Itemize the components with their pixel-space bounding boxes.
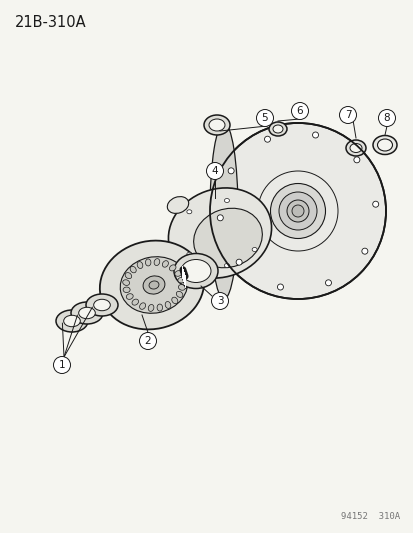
Ellipse shape (278, 192, 316, 230)
Text: 8: 8 (383, 113, 389, 123)
Ellipse shape (132, 299, 138, 305)
Ellipse shape (173, 254, 218, 288)
Circle shape (139, 333, 156, 350)
Ellipse shape (349, 143, 361, 152)
Circle shape (53, 357, 70, 374)
Circle shape (377, 109, 394, 126)
Ellipse shape (325, 280, 331, 286)
Ellipse shape (252, 247, 256, 252)
Ellipse shape (209, 123, 385, 299)
Ellipse shape (377, 139, 392, 151)
Ellipse shape (228, 168, 234, 174)
Ellipse shape (139, 303, 145, 309)
Ellipse shape (291, 205, 303, 217)
Text: 94152  310A: 94152 310A (340, 512, 399, 521)
Ellipse shape (130, 266, 136, 273)
Ellipse shape (217, 215, 223, 221)
Ellipse shape (71, 302, 103, 324)
Text: 4: 4 (211, 166, 218, 176)
Ellipse shape (157, 304, 162, 311)
Ellipse shape (270, 183, 325, 238)
Circle shape (291, 102, 308, 119)
Ellipse shape (312, 132, 318, 138)
Ellipse shape (178, 285, 185, 290)
Ellipse shape (126, 294, 133, 300)
Ellipse shape (78, 308, 95, 319)
Text: 6: 6 (296, 106, 303, 116)
Ellipse shape (162, 261, 168, 267)
Text: 2: 2 (144, 336, 151, 346)
Ellipse shape (204, 115, 230, 135)
Ellipse shape (224, 198, 229, 203)
Ellipse shape (186, 252, 191, 256)
Ellipse shape (143, 276, 164, 294)
Ellipse shape (235, 259, 242, 265)
Ellipse shape (167, 197, 188, 213)
Circle shape (256, 109, 273, 126)
Text: 5: 5 (261, 113, 268, 123)
Ellipse shape (125, 272, 131, 279)
Ellipse shape (171, 297, 178, 304)
Text: 1: 1 (59, 360, 65, 370)
Ellipse shape (272, 125, 282, 133)
Text: 21B-310A: 21B-310A (15, 15, 86, 30)
Ellipse shape (186, 210, 191, 214)
Ellipse shape (154, 259, 159, 265)
Ellipse shape (93, 300, 110, 311)
Ellipse shape (178, 278, 185, 283)
Ellipse shape (174, 271, 181, 276)
Ellipse shape (145, 259, 151, 266)
Ellipse shape (193, 208, 262, 268)
Ellipse shape (209, 119, 224, 131)
Text: 7: 7 (344, 110, 351, 120)
Circle shape (206, 163, 223, 180)
Ellipse shape (56, 310, 88, 332)
Ellipse shape (64, 316, 80, 327)
Ellipse shape (123, 287, 130, 293)
Ellipse shape (209, 123, 237, 299)
Ellipse shape (264, 136, 270, 142)
Ellipse shape (86, 294, 118, 316)
Ellipse shape (120, 257, 188, 313)
Ellipse shape (180, 260, 211, 282)
Circle shape (211, 293, 228, 310)
Ellipse shape (224, 263, 229, 268)
Ellipse shape (168, 188, 271, 278)
Ellipse shape (286, 200, 308, 222)
Ellipse shape (100, 240, 204, 329)
Circle shape (339, 107, 356, 124)
Ellipse shape (149, 281, 159, 289)
Text: 3: 3 (216, 296, 223, 306)
FancyArrowPatch shape (183, 270, 185, 277)
Ellipse shape (148, 304, 154, 311)
Ellipse shape (353, 157, 359, 163)
Ellipse shape (165, 302, 171, 309)
Ellipse shape (361, 248, 367, 254)
Ellipse shape (372, 135, 396, 155)
Ellipse shape (372, 201, 378, 207)
Ellipse shape (137, 262, 142, 269)
Ellipse shape (176, 292, 183, 297)
Ellipse shape (345, 140, 365, 156)
Ellipse shape (169, 265, 176, 271)
Ellipse shape (268, 122, 286, 136)
Ellipse shape (122, 280, 129, 285)
Ellipse shape (277, 284, 283, 290)
